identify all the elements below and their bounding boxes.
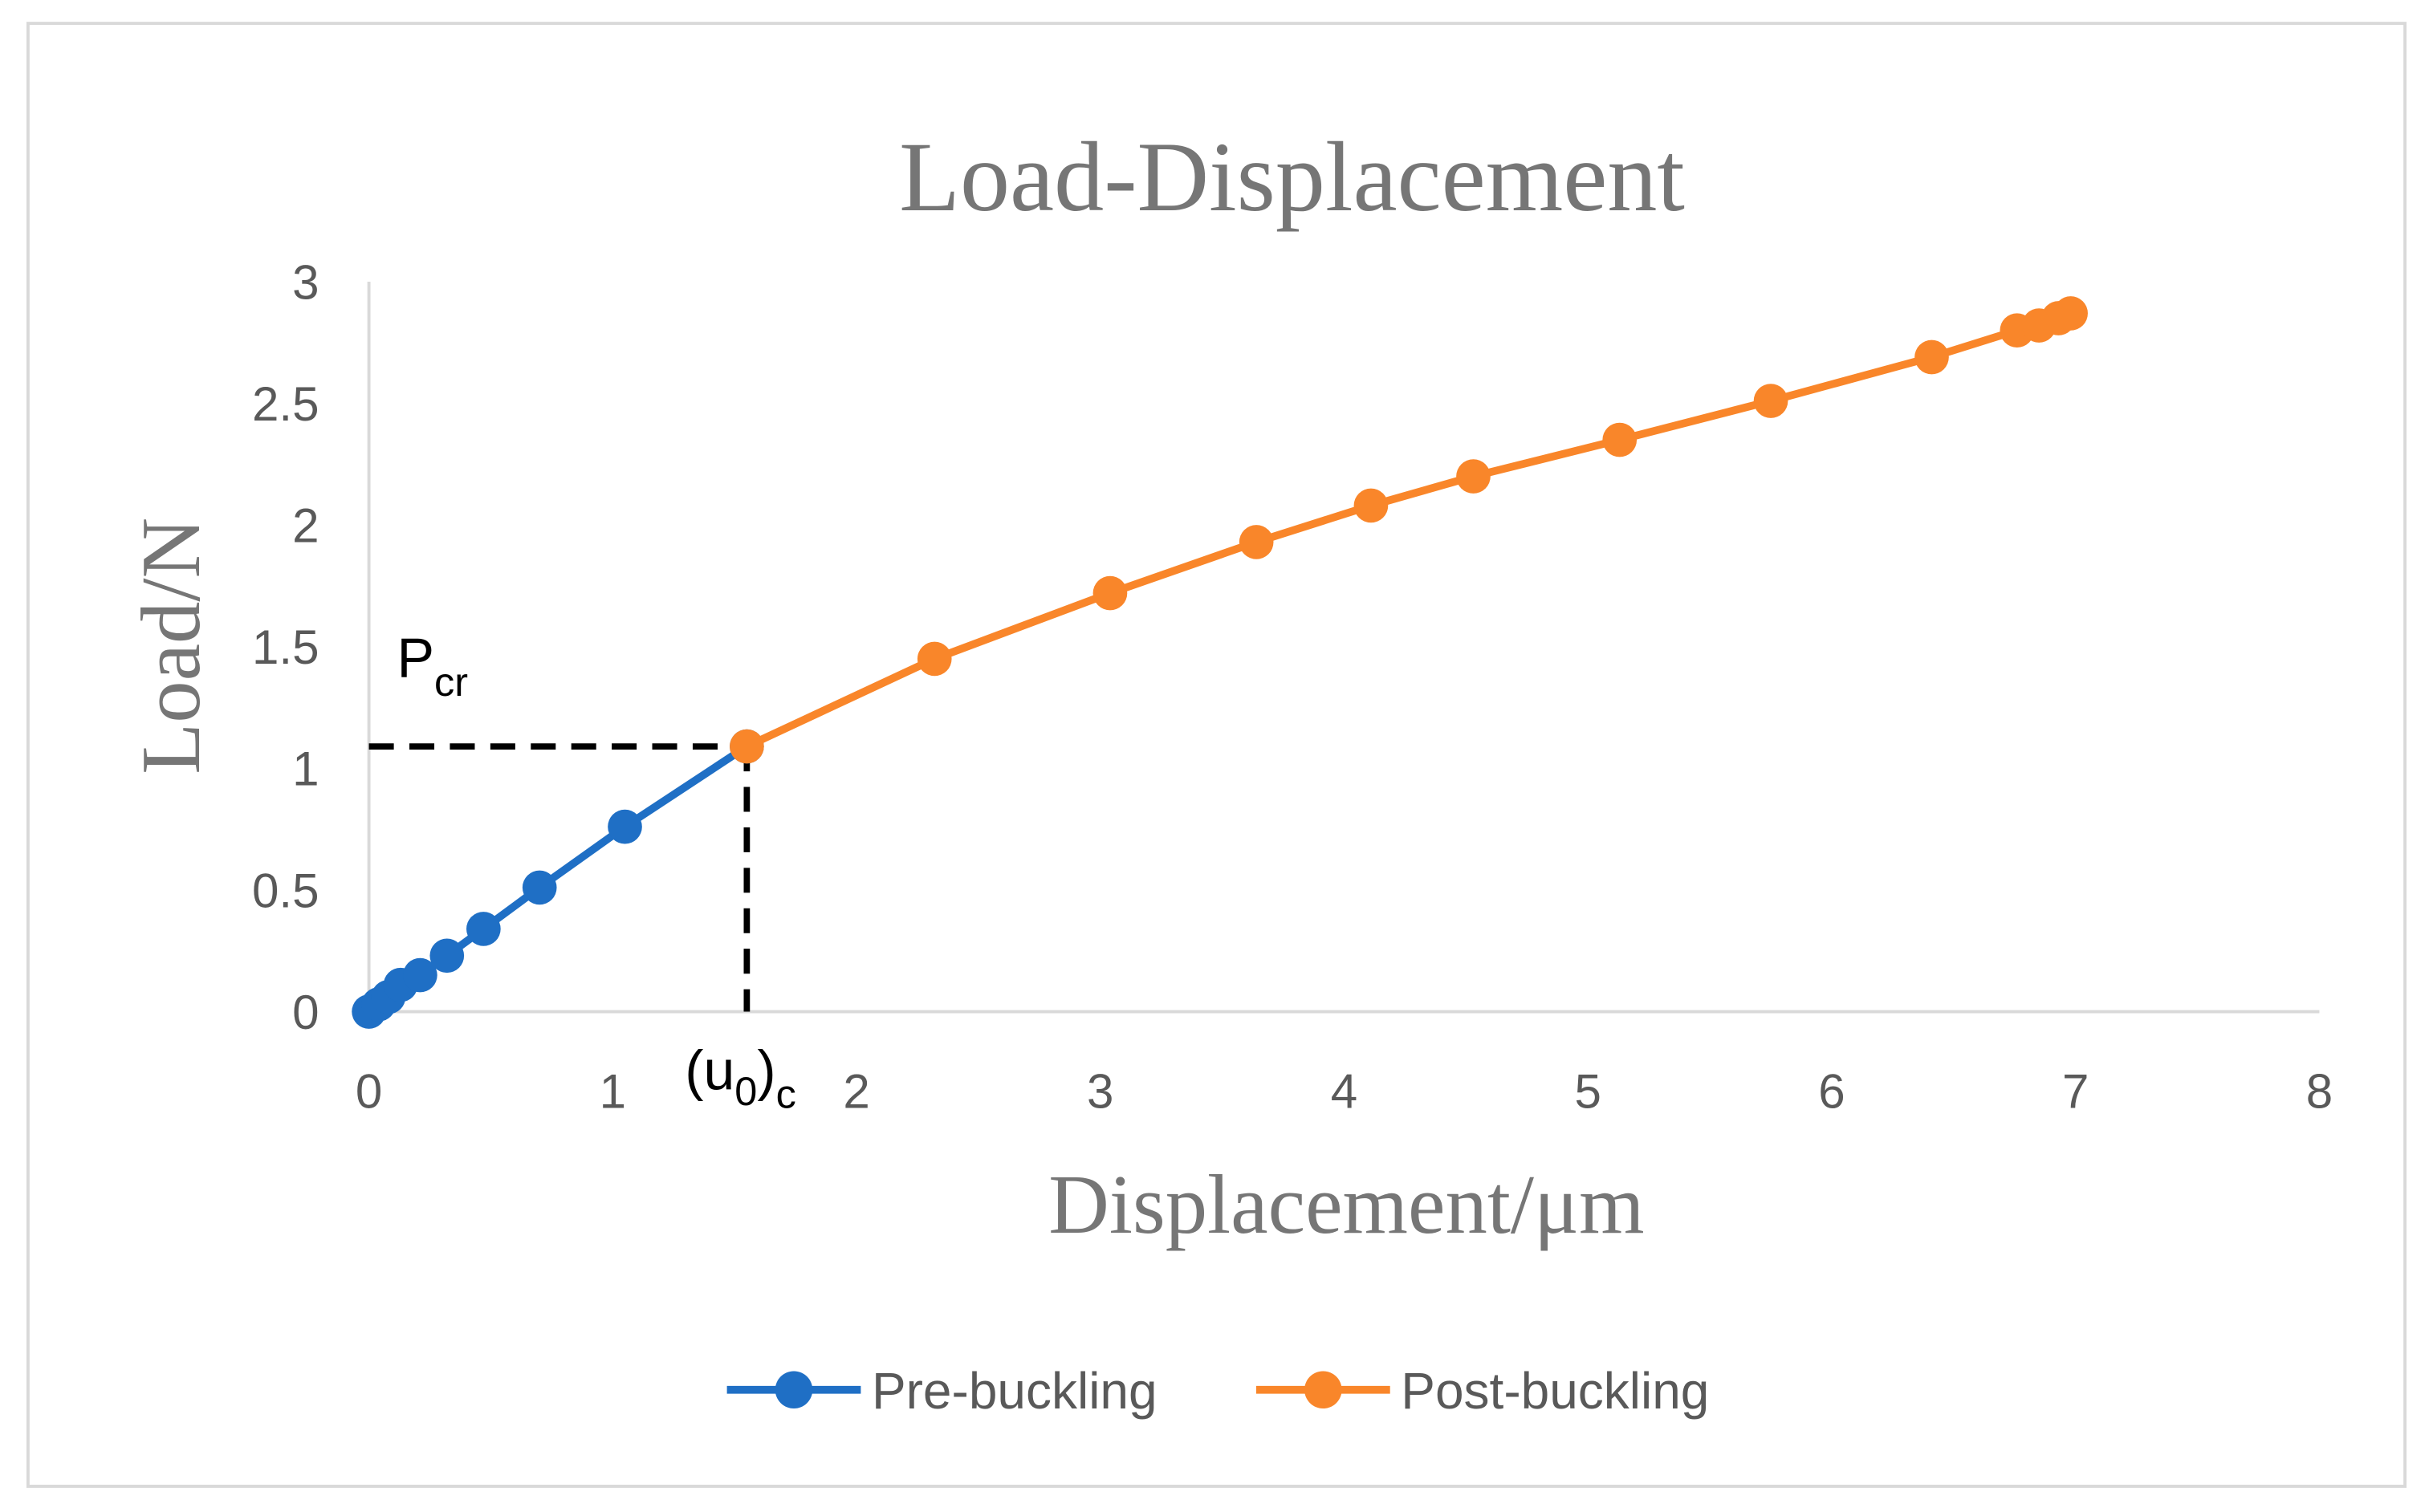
x-tick-label: 8 xyxy=(2306,1065,2333,1119)
y-tick-label: 2 xyxy=(292,499,319,553)
data-point xyxy=(1092,575,1128,611)
label-subscript: cr xyxy=(434,659,468,705)
y-tick-label: 1 xyxy=(292,742,319,796)
data-point xyxy=(1602,422,1638,457)
x-tick-label: 7 xyxy=(2062,1065,2089,1119)
y-tick-label: 3 xyxy=(292,255,319,309)
data-point xyxy=(1456,459,1491,494)
x-tick-label: 4 xyxy=(1331,1065,1357,1119)
data-point xyxy=(608,809,642,844)
critical-displacement-label: (u0)c xyxy=(685,1038,796,1116)
y-tick-label: 1.5 xyxy=(252,620,319,674)
x-tick-label: 6 xyxy=(1818,1065,1845,1119)
data-point xyxy=(1239,525,1274,559)
data-point xyxy=(730,729,764,764)
chart-frame xyxy=(26,22,2407,1488)
y-axis-title: Load/N xyxy=(124,518,218,774)
label-subscript: 0 xyxy=(734,1068,757,1114)
data-point xyxy=(403,957,437,993)
legend-label: Post-buckling xyxy=(1401,1362,1709,1420)
x-tick-label: 2 xyxy=(843,1065,869,1119)
data-point xyxy=(917,641,952,677)
data-point xyxy=(466,912,501,946)
x-tick-label: 0 xyxy=(356,1065,382,1119)
data-point xyxy=(1753,384,1788,418)
label-part: (u xyxy=(685,1038,734,1101)
x-tick-label: 1 xyxy=(600,1065,626,1119)
legend-marker xyxy=(775,1371,813,1409)
y-tick-label: 0 xyxy=(292,986,319,1039)
data-point xyxy=(1914,339,1949,375)
label-part: P xyxy=(397,627,435,689)
x-tick-label: 5 xyxy=(1575,1065,1601,1119)
label-part: ) xyxy=(757,1038,775,1101)
data-point xyxy=(1353,488,1389,523)
legend-marker xyxy=(1304,1371,1342,1409)
x-axis-title: Displacement/μm xyxy=(1048,1158,1644,1251)
x-tick-label: 3 xyxy=(1087,1065,1113,1119)
data-point xyxy=(2053,296,2088,331)
chart-title: Load-Displacement xyxy=(899,121,1685,232)
data-point xyxy=(429,938,465,973)
y-tick-label: 0.5 xyxy=(252,864,319,917)
data-point xyxy=(522,870,557,905)
y-tick-label: 2.5 xyxy=(252,377,319,431)
critical-load-label: Pcr xyxy=(397,627,469,705)
legend-label: Pre-buckling xyxy=(872,1362,1158,1420)
label-subscript: c xyxy=(776,1071,796,1117)
